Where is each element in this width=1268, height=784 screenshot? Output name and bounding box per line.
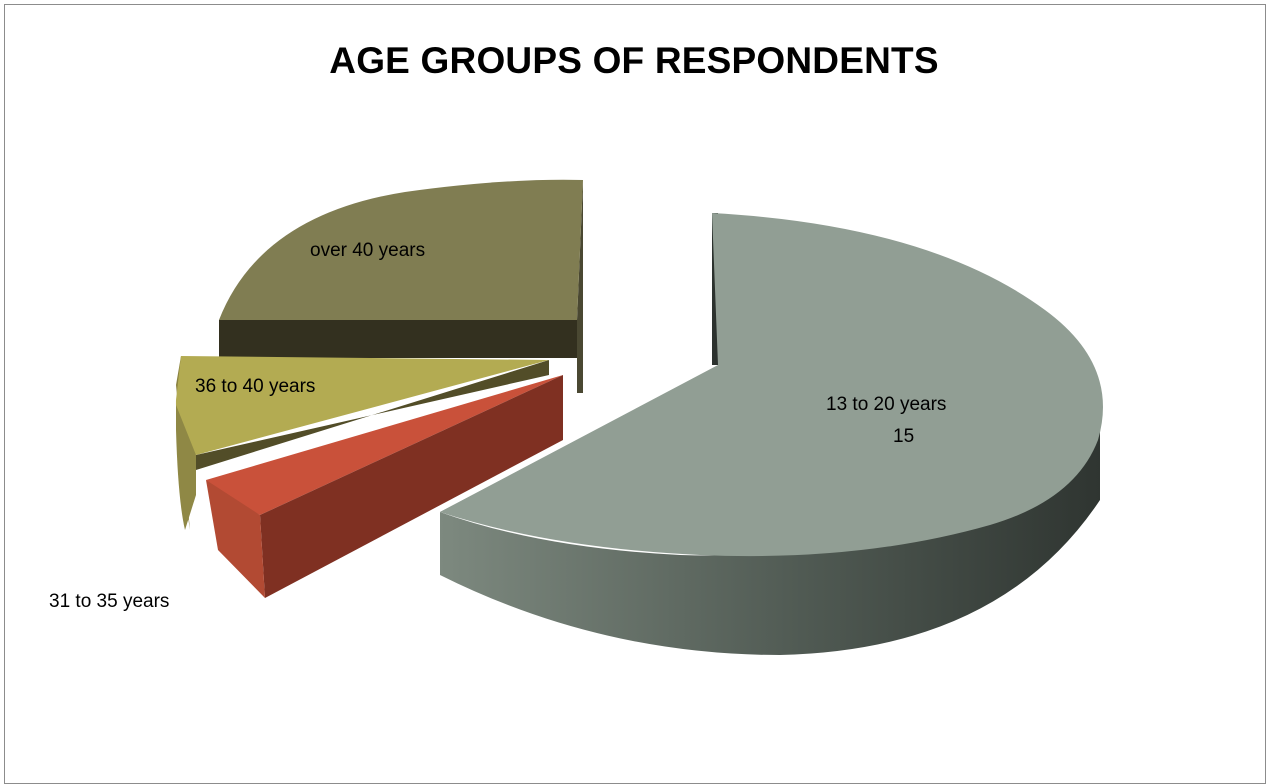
slice-label: 31 to 35 years — [49, 591, 169, 612]
slice-top — [206, 375, 563, 515]
slice-label: over 40 years — [310, 240, 425, 261]
slice-side — [196, 360, 549, 470]
slice-side — [206, 480, 265, 598]
slice-top — [219, 179, 583, 320]
slice-value-label: 15 — [893, 426, 914, 447]
slice-label: 36 to 40 years — [195, 376, 315, 397]
slice-side — [577, 180, 583, 393]
pie-slice-over-40-years: over 40 years — [219, 179, 583, 393]
slice-side — [219, 320, 577, 358]
pie-slice-31-to-35-years: 31 to 35 years — [49, 375, 563, 612]
slice-top — [175, 356, 550, 455]
pie-slice-36-to-40-years: 36 to 40 years — [175, 356, 550, 530]
chart-title: AGE GROUPS OF RESPONDENTS — [329, 40, 939, 81]
slice-side — [260, 375, 563, 598]
slice-top — [440, 213, 1103, 557]
slice-label: 13 to 20 years — [826, 394, 946, 415]
slice-side — [176, 405, 196, 530]
pie-slice-13-to-20-years: 13 to 20 years 15 — [440, 213, 1103, 655]
